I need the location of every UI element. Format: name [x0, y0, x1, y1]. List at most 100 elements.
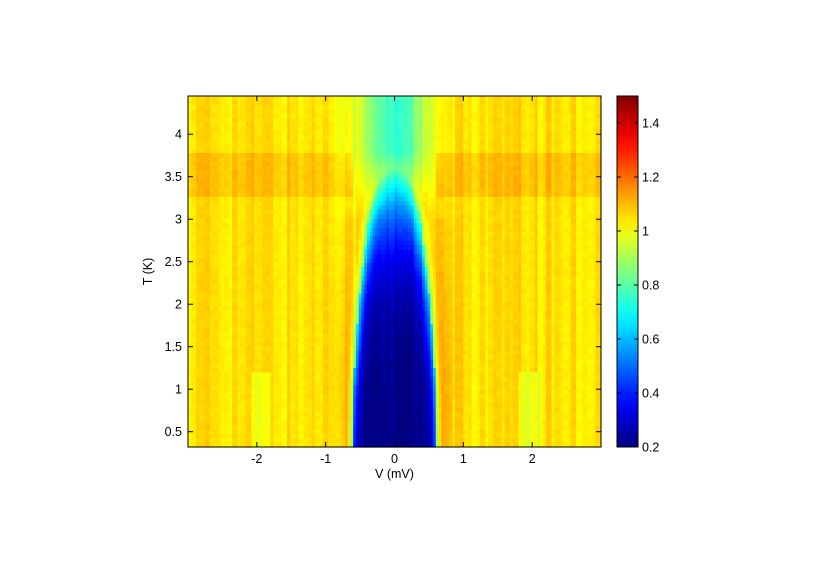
heatmap-cell: [413, 104, 418, 110]
heatmap-cell: [578, 153, 583, 159]
heatmap-cell: [485, 144, 489, 150]
heatmap-cell: [584, 157, 588, 163]
heatmap-cell: [408, 166, 412, 172]
heatmap-cell: [400, 104, 404, 110]
heatmap-cell: [278, 183, 283, 189]
heatmap-cell: [383, 179, 387, 185]
heatmap-cell: [584, 223, 588, 229]
heatmap-cell: [325, 96, 330, 101]
heatmap-cell: [460, 188, 464, 194]
heatmap-cell: [460, 153, 464, 159]
heatmap-cell: [424, 104, 429, 110]
heatmap-cell: [267, 131, 272, 137]
heatmap-cell: [292, 174, 296, 180]
heatmap-cell: [532, 205, 536, 211]
heatmap-cell: [512, 96, 517, 101]
heatmap-cell: [342, 117, 346, 123]
heatmap-cell: [543, 192, 547, 198]
heatmap-cell: [452, 179, 456, 185]
heatmap-cell: [474, 232, 478, 237]
heatmap-cell: [427, 113, 431, 119]
heatmap-cell: [559, 179, 564, 185]
heatmap-cell: [300, 188, 305, 194]
heatmap-cell: [391, 144, 396, 150]
heatmap-cell: [281, 122, 285, 128]
heatmap-cell: [196, 192, 200, 198]
heatmap-cell: [581, 126, 586, 132]
heatmap-cell: [193, 135, 197, 141]
heatmap-cell: [386, 148, 390, 154]
heatmap-cell: [444, 227, 448, 233]
heatmap-cell: [353, 148, 357, 154]
heatmap-cell: [499, 218, 503, 224]
heatmap-cell: [353, 157, 357, 163]
heatmap-cell: [311, 174, 316, 180]
heatmap-cell: [430, 122, 434, 128]
heatmap-cell: [394, 227, 398, 233]
heatmap-cell: [375, 183, 379, 189]
heatmap-cell: [311, 196, 316, 202]
heatmap-cell: [400, 201, 404, 207]
heatmap-cell: [265, 100, 269, 106]
heatmap-cell: [460, 109, 464, 115]
heatmap-cell: [444, 214, 448, 220]
heatmap-cell: [262, 109, 266, 115]
heatmap-cell: [466, 232, 470, 237]
heatmap-cell: [388, 232, 393, 237]
heatmap-cell: [391, 166, 396, 172]
heatmap-cell: [430, 188, 434, 194]
heatmap-cell: [471, 170, 475, 176]
heatmap-cell: [240, 100, 244, 106]
heatmap-cell: [358, 170, 363, 176]
heatmap-cell: [276, 196, 280, 202]
heatmap-cell: [441, 113, 445, 119]
heatmap-cell: [581, 153, 586, 159]
heatmap-cell: [204, 157, 208, 163]
heatmap-cell: [529, 148, 533, 154]
heatmap-cell: [254, 104, 258, 110]
heatmap-cell: [405, 113, 409, 119]
heatmap-cell: [463, 205, 467, 211]
heatmap-cell: [232, 232, 236, 237]
heatmap-cell: [212, 166, 217, 172]
heatmap-cell: [559, 135, 564, 141]
heatmap-cell: [452, 183, 456, 189]
heatmap-cell: [394, 153, 398, 159]
heatmap-cell: [554, 188, 558, 194]
heatmap-cell: [493, 153, 497, 159]
heatmap-cell: [234, 144, 239, 150]
heatmap-cell: [309, 96, 313, 101]
heatmap-cell: [325, 232, 330, 237]
heatmap-cell: [331, 192, 335, 198]
heatmap-cell: [226, 196, 230, 202]
heatmap-cell: [532, 113, 536, 119]
heatmap-cell: [245, 192, 250, 198]
heatmap-cell: [311, 170, 316, 176]
heatmap-cell: [276, 144, 280, 150]
heatmap-cell: [485, 205, 489, 211]
heatmap-cell: [262, 214, 266, 220]
heatmap-cell: [587, 144, 591, 150]
heatmap-cell: [474, 183, 478, 189]
heatmap-cell: [372, 223, 376, 229]
heatmap-cell: [218, 192, 222, 198]
heatmap-cell: [254, 227, 258, 233]
heatmap-cell: [551, 100, 555, 106]
heatmap-cell: [383, 144, 387, 150]
heatmap-cell: [207, 126, 211, 132]
heatmap-cell: [482, 223, 486, 229]
heatmap-cell: [394, 148, 398, 154]
heatmap-cell: [383, 131, 387, 137]
heatmap-cell: [328, 183, 332, 189]
heatmap-cell: [364, 192, 368, 198]
heatmap-cell: [548, 148, 553, 154]
heatmap-cell: [375, 210, 379, 216]
heatmap-cell: [416, 96, 420, 101]
heatmap-cell: [265, 218, 269, 224]
heatmap-cell: [424, 100, 429, 106]
heatmap-cell: [259, 161, 263, 167]
heatmap-cell: [237, 144, 241, 150]
heatmap-cell: [358, 183, 363, 189]
heatmap-cell: [259, 157, 263, 163]
heatmap-cell: [444, 131, 448, 137]
